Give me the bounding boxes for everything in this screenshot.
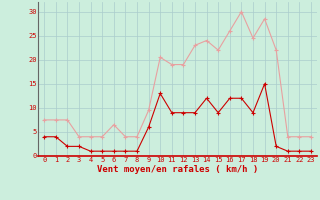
X-axis label: Vent moyen/en rafales ( km/h ): Vent moyen/en rafales ( km/h ) [97,165,258,174]
